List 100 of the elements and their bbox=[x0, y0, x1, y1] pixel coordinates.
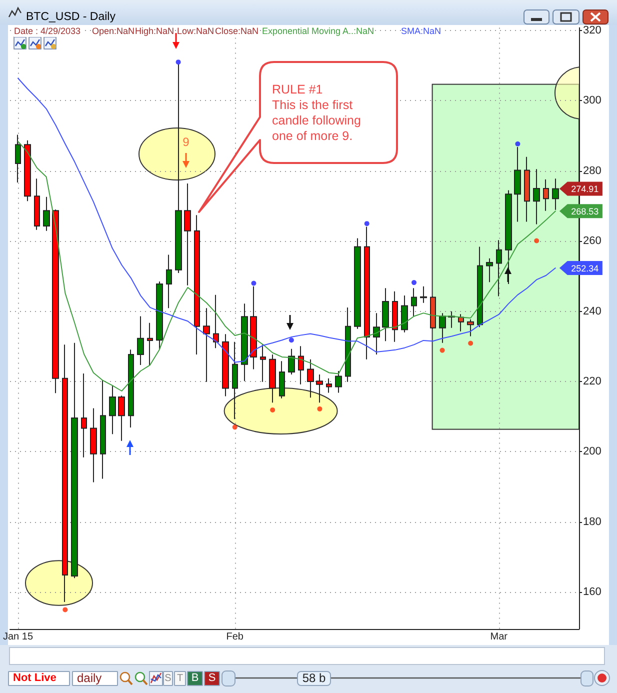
point bbox=[412, 280, 417, 286]
y-tick-label: 320 bbox=[583, 24, 602, 36]
point bbox=[232, 424, 238, 430]
point bbox=[288, 338, 294, 343]
annotation: RULE #1 This is the first candle following one of more 9. bbox=[272, 82, 361, 143]
point bbox=[364, 221, 370, 226]
candlestick bbox=[137, 316, 144, 366]
point bbox=[515, 141, 520, 146]
candlestick bbox=[100, 380, 106, 480]
candlestick bbox=[298, 346, 304, 385]
candlestick bbox=[345, 306, 351, 382]
candlestick bbox=[260, 344, 266, 382]
candlestick bbox=[420, 286, 427, 304]
button: S bbox=[163, 671, 173, 686]
candlestick bbox=[364, 226, 370, 360]
candlestick bbox=[552, 178, 559, 210]
candlestick bbox=[458, 314, 464, 332]
point bbox=[534, 238, 540, 244]
candlestick bbox=[279, 360, 285, 399]
point bbox=[440, 348, 445, 353]
candlestick bbox=[439, 312, 446, 344]
candlestick bbox=[288, 348, 295, 376]
status-field: Not Live bbox=[8, 671, 70, 686]
y-tick-label: 240 bbox=[583, 305, 602, 318]
point bbox=[62, 607, 68, 612]
candlestick bbox=[43, 196, 50, 232]
line-series bbox=[18, 78, 556, 363]
candlestick bbox=[316, 374, 323, 404]
candlestick bbox=[109, 384, 116, 435]
annotation: Low:NaN bbox=[177, 26, 214, 37]
candlestick bbox=[62, 344, 68, 602]
point bbox=[176, 60, 181, 65]
candlestick bbox=[15, 134, 21, 183]
y-tick-label: 160 bbox=[583, 586, 602, 598]
text: Exponential Moving A..:NaN bbox=[262, 26, 374, 37]
candlestick bbox=[166, 254, 172, 309]
slider-thumb: 58 b bbox=[297, 671, 331, 686]
candlestick bbox=[411, 288, 417, 317]
candlestick bbox=[533, 168, 540, 225]
candlestick bbox=[118, 395, 125, 442]
point bbox=[317, 406, 322, 412]
annotation: Close:NaN bbox=[215, 26, 259, 37]
data-label: 268.53 bbox=[571, 206, 599, 216]
candlestick bbox=[335, 370, 342, 394]
y-tick-label: 180 bbox=[583, 516, 602, 528]
x-tick-label: Jan 15 bbox=[2, 632, 34, 642]
candlestick bbox=[326, 378, 332, 394]
candlestick bbox=[128, 349, 134, 428]
candlestick bbox=[505, 190, 512, 284]
y-tick-label: 220 bbox=[583, 376, 602, 388]
candlestick bbox=[307, 358, 314, 398]
candlestick bbox=[241, 303, 248, 382]
annotation: 9 bbox=[182, 135, 190, 149]
data-label: 252.34 bbox=[571, 263, 599, 274]
point bbox=[251, 280, 256, 286]
candlestick bbox=[194, 214, 200, 355]
y-tick-label: 200 bbox=[583, 446, 602, 458]
candlestick bbox=[213, 294, 219, 349]
point bbox=[468, 340, 474, 346]
text: 274.91 bbox=[571, 184, 599, 194]
candlestick bbox=[147, 322, 153, 366]
y-tick-label: 280 bbox=[583, 164, 602, 177]
text: SMA:NaN bbox=[401, 26, 442, 37]
button: T bbox=[174, 671, 186, 686]
annotation: High:NaN bbox=[135, 26, 174, 37]
candlestick bbox=[90, 408, 97, 483]
candlestick bbox=[524, 156, 530, 222]
button: S bbox=[204, 671, 220, 686]
candlestick bbox=[392, 290, 398, 342]
candlestick bbox=[184, 183, 191, 286]
annotation: Open:NaN bbox=[92, 26, 135, 37]
candlestick bbox=[373, 312, 380, 355]
candlestick bbox=[232, 341, 238, 420]
interval-field: daily bbox=[72, 671, 118, 686]
button: B bbox=[187, 671, 203, 686]
candlestick bbox=[514, 146, 521, 222]
candlestick bbox=[486, 258, 493, 283]
y-tick-label: 260 bbox=[583, 235, 602, 248]
candlestick bbox=[382, 288, 389, 342]
candlestick bbox=[81, 372, 87, 458]
chart-title: BTC_USD - Daily bbox=[26, 10, 116, 25]
candlestick bbox=[71, 342, 78, 579]
x-tick-label: Mar bbox=[490, 632, 508, 642]
candlestick bbox=[250, 286, 257, 370]
candlestick bbox=[24, 140, 31, 202]
x-tick-label: Feb bbox=[226, 632, 244, 642]
annotation: Date : 4/29/2033 bbox=[14, 26, 81, 37]
point bbox=[270, 407, 276, 412]
candlestick bbox=[496, 240, 502, 297]
y-tick-label: 300 bbox=[583, 94, 602, 107]
candlestick bbox=[430, 296, 436, 330]
candlestick bbox=[156, 280, 163, 350]
candlestick bbox=[52, 209, 59, 394]
candlestick bbox=[467, 318, 474, 337]
candlestick bbox=[401, 295, 408, 333]
candlestick bbox=[222, 334, 229, 397]
candlestick bbox=[34, 178, 40, 230]
candlestick bbox=[354, 238, 361, 330]
candlestick bbox=[477, 246, 483, 328]
candlestick bbox=[203, 308, 210, 382]
